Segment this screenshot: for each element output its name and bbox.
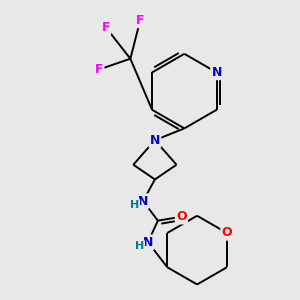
Text: N: N bbox=[150, 134, 160, 147]
Text: F: F bbox=[136, 14, 144, 27]
Text: N: N bbox=[138, 194, 148, 208]
Text: O: O bbox=[221, 226, 232, 239]
Text: F: F bbox=[95, 63, 103, 76]
Text: N: N bbox=[143, 236, 153, 249]
Text: H: H bbox=[130, 200, 139, 210]
Text: H: H bbox=[135, 241, 144, 251]
Text: O: O bbox=[176, 210, 187, 223]
Text: N: N bbox=[212, 66, 222, 79]
Text: F: F bbox=[102, 21, 110, 34]
